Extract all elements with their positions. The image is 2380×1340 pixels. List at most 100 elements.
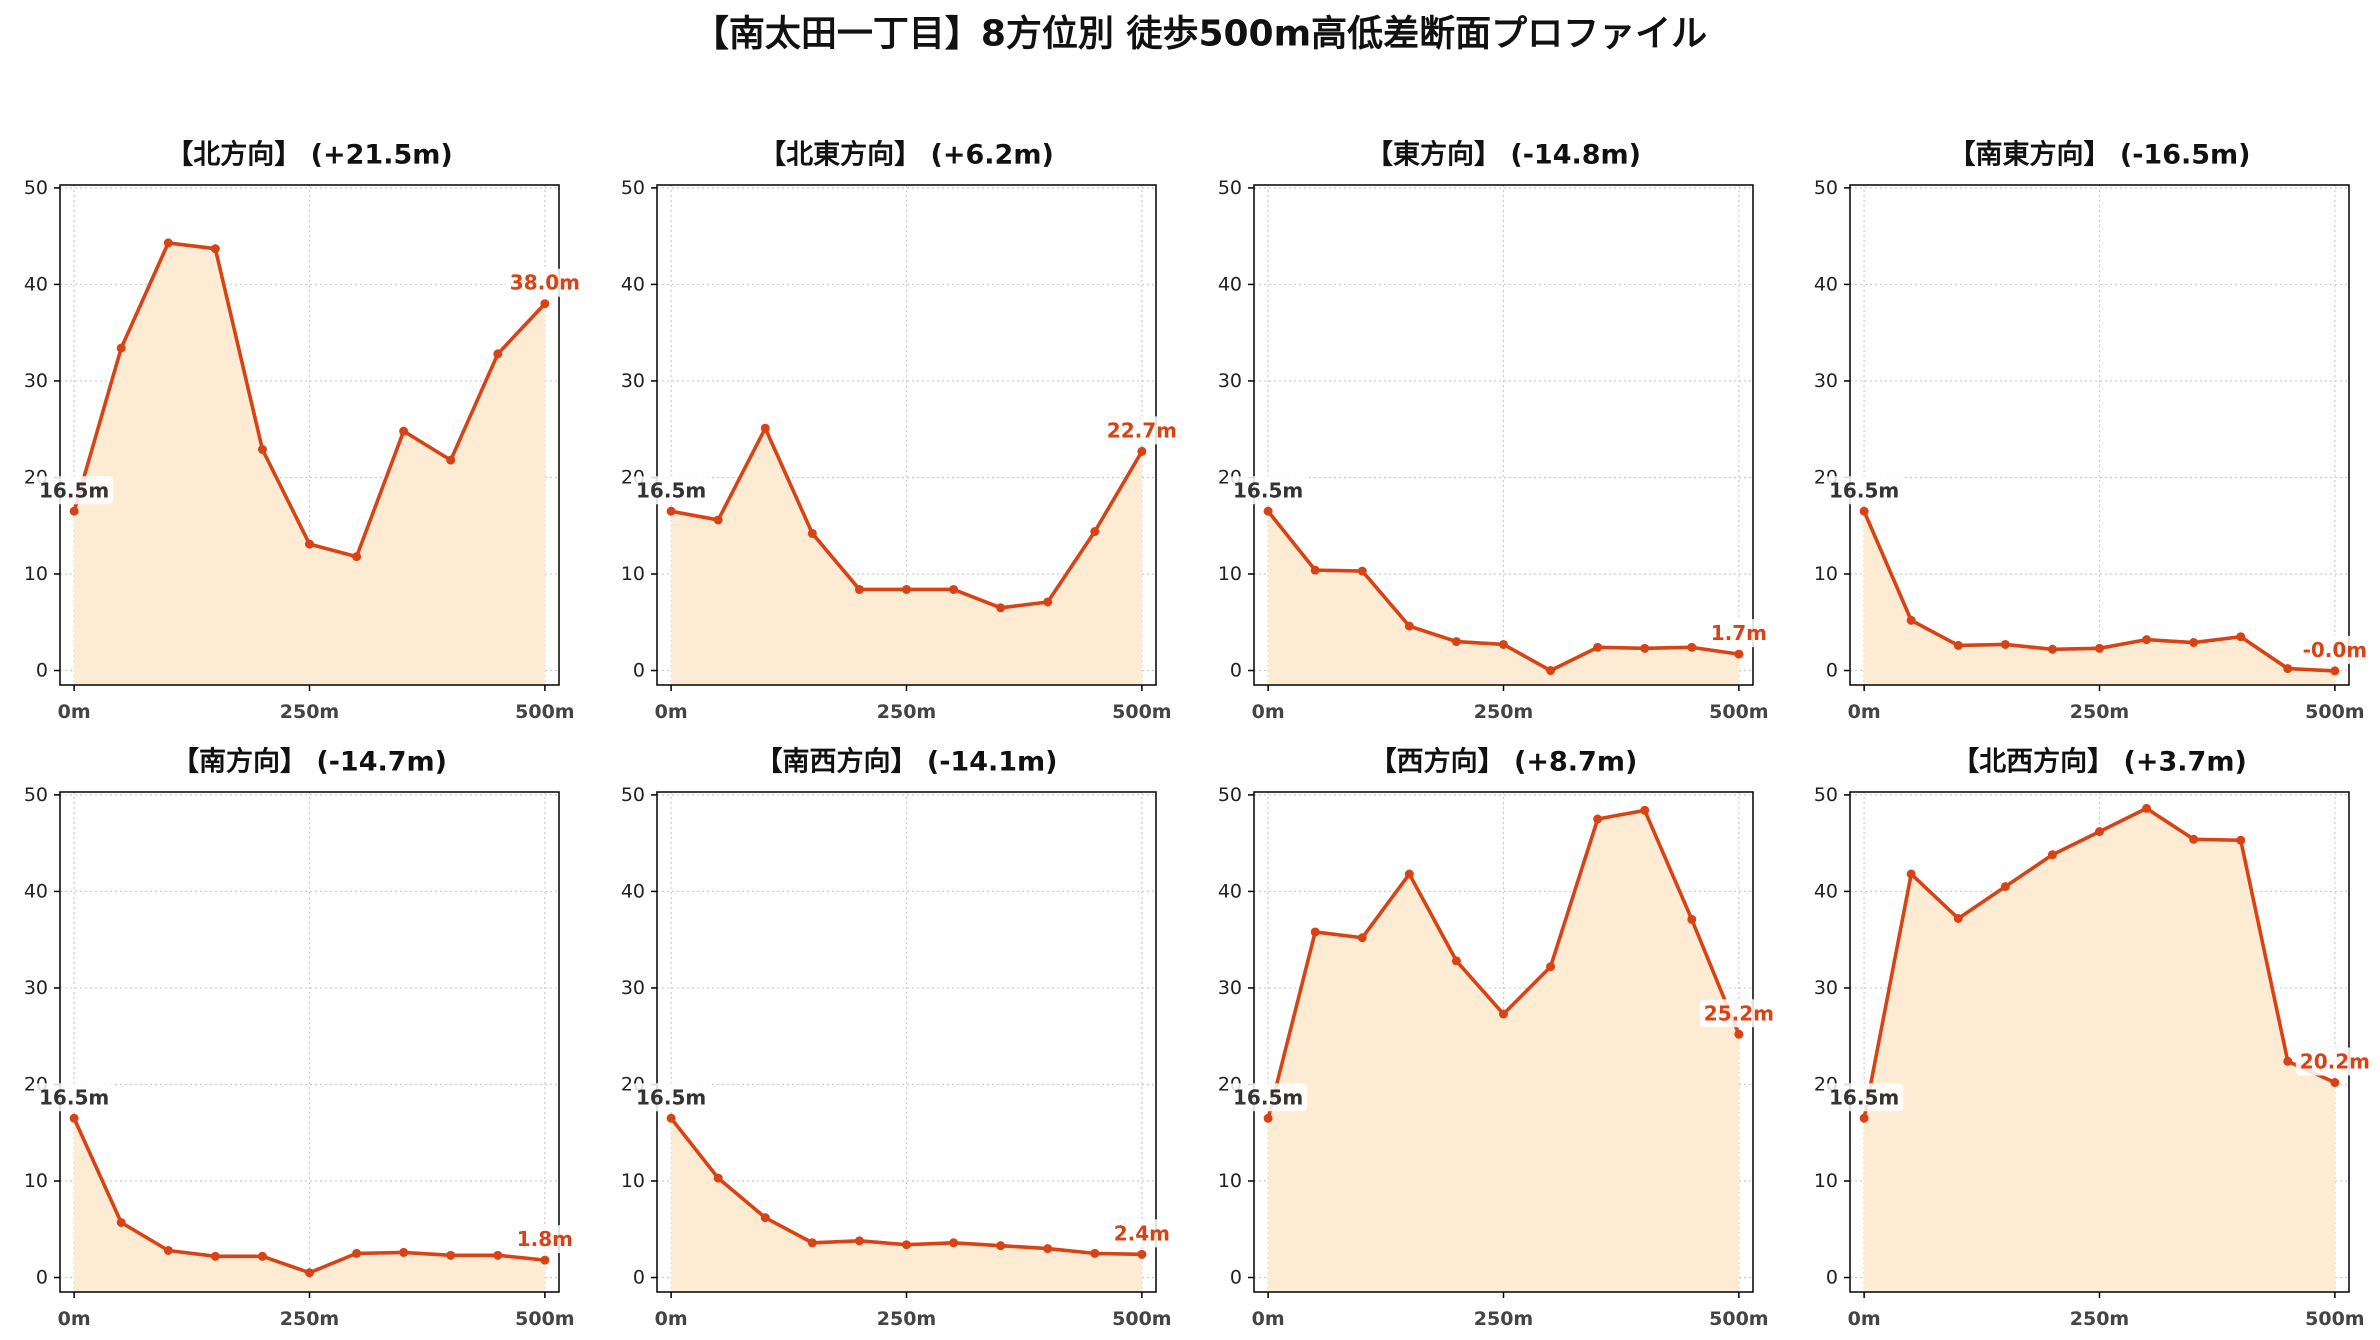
y-tick-label: 40 xyxy=(621,880,645,902)
data-point xyxy=(807,528,817,538)
y-tick-label: 0 xyxy=(633,660,645,682)
data-point xyxy=(116,1218,126,1228)
x-tick-label: 0m xyxy=(1252,701,1285,723)
data-point xyxy=(713,515,723,525)
data-point xyxy=(1263,1113,1273,1123)
data-point xyxy=(1546,962,1556,972)
y-tick-label: 0 xyxy=(1230,660,1242,682)
end-elevation-label: 38.0m xyxy=(510,271,580,295)
x-tick-label: 500m xyxy=(1709,701,1768,723)
data-point xyxy=(1404,869,1414,879)
x-tick-label: 0m xyxy=(655,701,688,723)
data-point xyxy=(760,423,770,433)
data-point xyxy=(493,349,503,359)
data-point xyxy=(446,455,456,465)
y-tick-label: 10 xyxy=(1814,563,1838,585)
panel-title: 【北東方向】 (+6.2m) xyxy=(759,139,1054,171)
label-background xyxy=(35,476,114,505)
profile-fill xyxy=(1268,810,1739,1292)
start-elevation-label: 16.5m xyxy=(636,478,706,502)
y-tick-label: 10 xyxy=(621,1170,645,1192)
end-elevation-label: 1.7m xyxy=(1711,621,1767,645)
panel-title: 【南方向】 (-14.7m) xyxy=(172,746,447,778)
start-elevation-label: 16.5m xyxy=(636,1085,706,1109)
data-point xyxy=(2283,664,2293,674)
x-tick-label: 500m xyxy=(2305,1308,2364,1330)
data-point xyxy=(807,1238,817,1248)
label-background xyxy=(1102,416,1181,445)
x-tick-label: 250m xyxy=(1474,1308,1533,1330)
profile-fill xyxy=(74,242,545,686)
y-tick-label: 30 xyxy=(1814,977,1838,999)
data-point xyxy=(163,1245,173,1255)
y-tick-label: 10 xyxy=(1218,563,1242,585)
x-tick-label: 0m xyxy=(655,1308,688,1330)
y-tick-label: 40 xyxy=(1814,273,1838,295)
y-tick-label: 40 xyxy=(1218,880,1242,902)
data-point xyxy=(902,1240,911,1250)
label-background xyxy=(1825,476,1904,505)
data-point xyxy=(1906,869,1916,879)
data-point xyxy=(1640,805,1650,815)
start-elevation-label: 16.5m xyxy=(1829,478,1899,502)
profile-fill xyxy=(671,428,1142,685)
y-tick-label: 10 xyxy=(621,563,645,585)
data-point xyxy=(2189,638,2199,648)
data-point xyxy=(1687,642,1697,652)
data-point xyxy=(949,1238,959,1248)
profile-fill xyxy=(1864,808,2335,1292)
end-elevation-label: 22.7m xyxy=(1107,418,1177,442)
data-point xyxy=(1451,637,1461,647)
start-elevation-label: 16.5m xyxy=(39,1085,109,1109)
data-point xyxy=(713,1173,723,1183)
data-point xyxy=(446,1250,456,1260)
data-point xyxy=(1593,642,1603,652)
y-tick-label: 0 xyxy=(633,1267,645,1289)
x-tick-label: 0m xyxy=(1252,1308,1285,1330)
end-elevation-label: 1.8m xyxy=(517,1227,573,1251)
label-background xyxy=(632,1083,711,1112)
data-point xyxy=(2142,803,2152,813)
label-background xyxy=(1825,1083,1904,1112)
x-tick-label: 0m xyxy=(1848,701,1881,723)
profile-fill xyxy=(671,1118,1142,1292)
y-tick-label: 50 xyxy=(621,784,645,806)
data-point xyxy=(2047,644,2057,654)
y-tick-label: 50 xyxy=(1218,784,1242,806)
data-point xyxy=(1043,1244,1053,1254)
data-point xyxy=(1953,640,1963,650)
x-tick-label: 500m xyxy=(1709,1308,1768,1330)
y-tick-label: 30 xyxy=(1218,977,1242,999)
data-point xyxy=(210,244,220,254)
data-point xyxy=(399,426,409,436)
y-tick-label: 30 xyxy=(1218,370,1242,392)
start-elevation-label: 16.5m xyxy=(39,478,109,502)
data-point xyxy=(540,1255,550,1265)
end-elevation-label: -0.0m xyxy=(2303,638,2368,662)
label-background xyxy=(2298,635,2372,664)
label-background xyxy=(1229,476,1308,505)
data-point xyxy=(2236,835,2246,845)
data-point xyxy=(1953,913,1963,923)
data-point xyxy=(1734,649,1744,659)
data-point xyxy=(1906,615,1916,625)
x-tick-label: 500m xyxy=(2305,701,2364,723)
x-tick-label: 0m xyxy=(58,1308,91,1330)
data-point xyxy=(352,552,362,562)
panel-title: 【南西方向】 (-14.1m) xyxy=(755,746,1057,778)
label-background xyxy=(2295,1047,2374,1076)
y-tick-label: 40 xyxy=(24,880,48,902)
data-point xyxy=(2330,1078,2340,1088)
x-tick-label: 500m xyxy=(515,701,574,723)
y-tick-label: 0 xyxy=(36,1267,48,1289)
x-tick-label: 250m xyxy=(1474,701,1533,723)
data-point xyxy=(996,1241,1006,1251)
data-point xyxy=(2095,827,2104,837)
label-background xyxy=(632,476,711,505)
